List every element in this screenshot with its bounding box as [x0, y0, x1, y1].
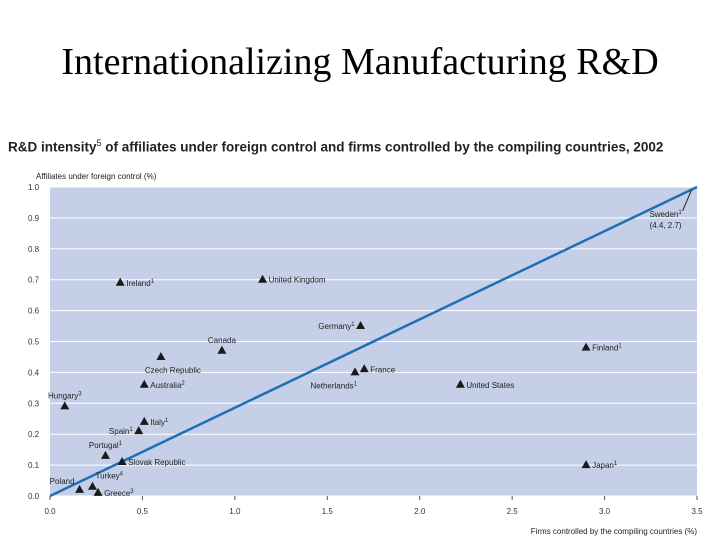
y-axis-ticks: 0.0 0.1 0.2 0.3 0.4 0.5 0.6 0.7 0.8 0.9 1.0: [28, 183, 40, 501]
y-tick-label: 0.0: [28, 492, 40, 501]
y-tick-label: 0.5: [28, 338, 40, 347]
x-tick-label: 1.0: [229, 507, 241, 516]
x-tick-label: 3.0: [599, 507, 611, 516]
point-spain: [134, 426, 144, 435]
x-tick-label: 3.5: [691, 507, 703, 516]
y-tick-label: 0.1: [28, 461, 40, 470]
point-label-japan: Japan1: [592, 461, 618, 470]
point-finland: [581, 342, 591, 351]
point-label-germany: Germany1: [318, 322, 355, 331]
point-label-slovak-republic: Slovak Republic: [128, 458, 185, 467]
point-label-united-states: United States: [466, 381, 514, 390]
point-czech-republic: [156, 351, 166, 360]
annotations: Sweden1 (4.4, 2.7): [649, 189, 692, 230]
annotation-arrow: [682, 189, 692, 212]
y-tick-label: 0.4: [28, 368, 40, 377]
point-germany: [356, 321, 366, 330]
point-label-czech-republic: Czech Republic: [145, 366, 201, 375]
y-axis-label: Affiliates under foreign control (%): [36, 172, 157, 181]
annotation-value: (4.4, 2.7): [650, 221, 682, 230]
x-tick-label: 2.5: [507, 507, 519, 516]
point-label-hungary: Hungary3: [48, 391, 82, 400]
point-label-united-kingdom: United Kingdom: [269, 276, 326, 285]
point-united-kingdom: [258, 274, 268, 283]
point-poland: [75, 484, 85, 493]
point-japan: [581, 460, 591, 469]
y-tick-label: 0.7: [28, 276, 40, 285]
point-label-turkey: Turkey4: [96, 472, 124, 481]
point-turkey: [88, 481, 98, 490]
y-tick-label: 1.0: [28, 183, 40, 192]
point-united-states: [455, 379, 465, 388]
chart-title: R&D intensity5 of affiliates under forei…: [8, 138, 720, 155]
point-netherlands: [350, 367, 360, 376]
point-label-netherlands: Netherlands1: [311, 381, 358, 390]
x-tick-label: 2.0: [414, 507, 426, 516]
chart-title-main: R&D intensity: [8, 139, 97, 155]
point-label-italy: Italy1: [150, 418, 169, 427]
y-tick-label: 0.9: [28, 214, 40, 223]
point-label-greece: Greece3: [104, 489, 134, 498]
x-tick-label: 0.0: [44, 507, 56, 516]
point-slovak-republic: [117, 457, 127, 466]
y-tick-label: 0.6: [28, 307, 40, 316]
parity-line: [49, 185, 698, 498]
data-points: Ireland1 United Kingdom Germany1 Canada Czec…: [48, 274, 622, 498]
grid-lines: [50, 186, 697, 497]
point-label-poland: Poland: [50, 477, 75, 486]
point-label-ireland: Ireland1: [126, 279, 154, 288]
x-tick-label: 0.5: [137, 507, 149, 516]
point-greece: [93, 487, 103, 496]
x-axis-ticks: 0.0 0.5 1.0 1.5 2.0 2.5 3.0 3.5: [44, 496, 703, 516]
point-australia: [139, 379, 149, 388]
point-label-finland: Finland1: [592, 344, 622, 353]
point-portugal: [100, 450, 110, 459]
point-italy: [139, 416, 149, 425]
point-label-portugal: Portugal1: [89, 441, 123, 450]
point-label-canada: Canada: [208, 336, 237, 345]
point-label-france: France: [370, 365, 395, 374]
point-label-spain: Spain1: [109, 427, 133, 436]
point-ireland: [115, 277, 125, 286]
y-tick-label: 0.3: [28, 399, 40, 408]
point-hungary: [60, 401, 70, 410]
chart-title-rest: of affiliates under foreign control and …: [101, 139, 664, 155]
point-france: [359, 364, 369, 373]
x-axis-label: Firms controlled by the compiling countr…: [531, 527, 698, 536]
chart-title-footnote: 5: [96, 138, 102, 148]
slide-title: Internationalizing Manufacturing R&D: [61, 41, 659, 83]
y-tick-label: 0.8: [28, 245, 40, 254]
annotation-label: Sweden1: [649, 210, 682, 219]
point-label-australia: Australia2: [150, 381, 185, 390]
x-tick-label: 1.5: [322, 507, 334, 516]
point-canada: [217, 345, 227, 354]
y-tick-label: 0.2: [28, 430, 40, 439]
